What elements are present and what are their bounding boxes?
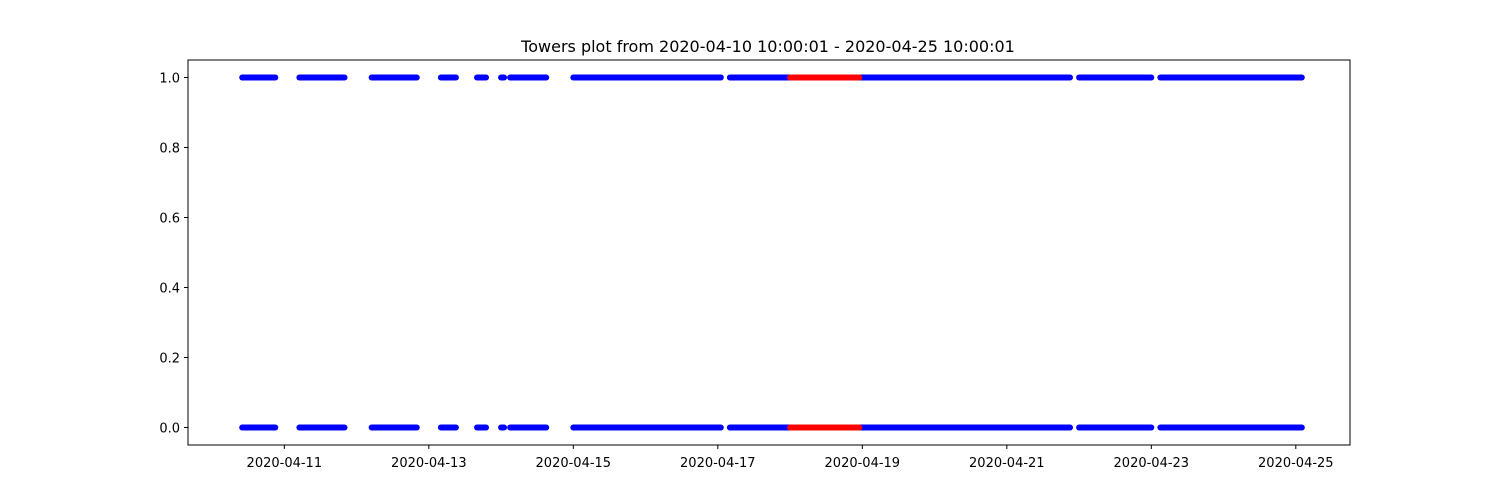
y-tick-label-4: 0.8 xyxy=(159,142,180,157)
x-tick-label-1: 2020-04-13 xyxy=(391,456,467,471)
x-tick-label-5: 2020-04-21 xyxy=(969,456,1045,471)
plot-marks xyxy=(239,74,1305,431)
x-tick-label-0: 2020-04-11 xyxy=(247,456,323,471)
y-tick-label-1: 0.2 xyxy=(159,352,180,367)
x-tick-label-3: 2020-04-17 xyxy=(680,456,756,471)
y-axis: 0.0 0.2 0.4 0.6 0.8 1.0 xyxy=(159,72,188,437)
y-tick-label-0: 0.0 xyxy=(159,422,180,437)
x-tick-label-4: 2020-04-19 xyxy=(825,456,901,471)
x-tick-label-2: 2020-04-15 xyxy=(536,456,612,471)
x-axis: 2020-04-11 2020-04-13 2020-04-15 2020-04-17… xyxy=(247,445,1334,471)
plot-frame xyxy=(187,59,1351,446)
y-tick-label-2: 0.4 xyxy=(159,282,180,297)
x-tick-label-6: 2020-04-23 xyxy=(1114,456,1190,471)
y-tick-label-5: 1.0 xyxy=(159,72,180,87)
chart-title: Towers plot from 2020-04-10 10:00:01 - 2… xyxy=(520,37,1015,56)
x-tick-label-7: 2020-04-25 xyxy=(1258,456,1334,471)
y-tick-label-3: 0.6 xyxy=(159,212,180,227)
